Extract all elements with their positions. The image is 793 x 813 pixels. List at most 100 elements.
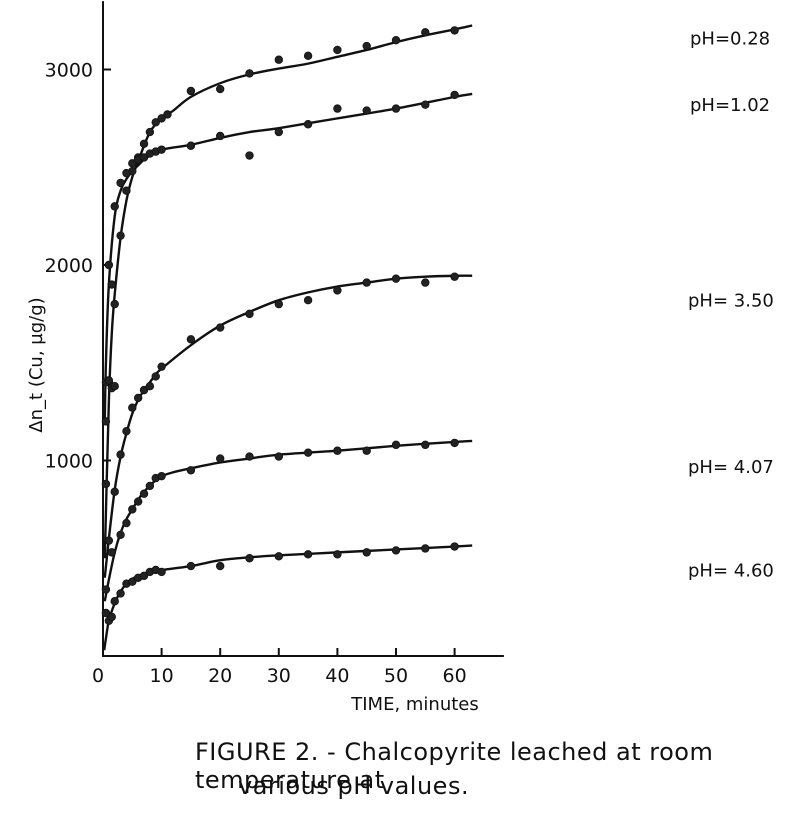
data-point <box>107 548 116 557</box>
data-point <box>303 120 313 129</box>
data-point <box>186 335 196 344</box>
y-tick-label: 1000 <box>45 451 93 473</box>
x-axis-label: TIME, minutes <box>350 694 479 715</box>
data-point <box>362 106 371 115</box>
data-point <box>333 45 342 55</box>
series-label: pH= 4.07 <box>688 457 774 478</box>
x-tick-label: 0 <box>92 665 104 687</box>
series-curve <box>103 274 473 578</box>
data-point <box>157 567 166 577</box>
data-point <box>391 274 401 283</box>
data-point <box>110 299 119 309</box>
data-point <box>362 446 371 455</box>
data-point <box>274 552 283 561</box>
data-point <box>145 127 155 137</box>
data-point <box>110 487 119 496</box>
data-point <box>421 440 430 450</box>
data-point <box>122 186 131 195</box>
data-point <box>157 362 166 371</box>
data-point <box>128 505 137 514</box>
data-point <box>116 231 125 240</box>
data-point <box>151 372 160 381</box>
figure-caption-line-1: FIGURE 2. - Chalcopyrite leached at room… <box>195 738 714 794</box>
data-point <box>116 589 125 598</box>
data-point <box>333 104 342 113</box>
data-point <box>101 585 111 594</box>
data-point <box>101 479 111 489</box>
data-point <box>116 530 125 539</box>
data-point <box>133 497 143 506</box>
data-point <box>421 100 430 109</box>
series-label: pH=1.02 <box>690 95 770 116</box>
data-point <box>274 55 283 64</box>
data-point <box>245 151 254 160</box>
data-point <box>450 438 459 448</box>
data-point <box>101 417 111 426</box>
data-point <box>391 440 401 450</box>
data-point <box>107 280 116 289</box>
x-tick-label: 20 <box>208 665 232 687</box>
data-point <box>110 202 119 211</box>
x-tick-label: 60 <box>443 665 467 687</box>
data-point <box>110 597 119 606</box>
data-point <box>186 141 196 150</box>
data-point <box>421 278 430 287</box>
x-tick-label: 30 <box>267 665 291 687</box>
data-point <box>303 295 313 305</box>
data-point <box>128 159 137 168</box>
x-tick-label: 40 <box>325 665 349 687</box>
series-curve <box>102 544 473 651</box>
series-curve <box>103 92 473 422</box>
data-point <box>122 518 131 528</box>
data-point <box>104 536 114 545</box>
series-curve <box>103 439 473 602</box>
data-point <box>110 382 119 391</box>
x-tick-label: 10 <box>150 665 174 687</box>
series-label: pH= 4.60 <box>688 561 774 582</box>
data-point <box>128 403 137 412</box>
data-point <box>107 612 116 622</box>
data-point <box>274 299 283 309</box>
data-point <box>450 26 459 35</box>
data-point <box>122 426 131 436</box>
series-label: pH= 3.50 <box>688 291 774 312</box>
data-point <box>245 309 254 319</box>
data-point <box>391 104 401 113</box>
data-point <box>421 544 430 553</box>
data-point <box>333 550 342 559</box>
data-point <box>151 118 160 127</box>
data-point <box>122 168 131 178</box>
tick-labels: 0 10 20 30 40 50 60 1000 2000 3000 <box>45 60 467 688</box>
data-point <box>303 448 313 457</box>
data-point <box>157 471 166 481</box>
data-point <box>139 385 149 395</box>
series-labels: pH=0.28 pH=1.02 pH= 3.50 pH= 4.07 pH= 4.60 <box>688 28 774 581</box>
chart-canvas: 0 10 20 30 40 50 60 1000 2000 3000 pH=0.28 pH=1.02… <box>26 1 774 715</box>
axis-lines <box>102 1 504 657</box>
data-point <box>116 178 125 188</box>
data-point <box>139 139 149 148</box>
data-point <box>362 278 371 287</box>
data-point <box>421 28 430 37</box>
data-point <box>139 489 149 498</box>
data-point <box>215 84 225 94</box>
data-point <box>362 548 371 557</box>
data-point <box>139 153 149 162</box>
data-point <box>139 571 149 581</box>
figure-caption-line-2: various pH values. <box>238 772 470 800</box>
data-point <box>333 446 342 455</box>
data-point <box>362 41 371 51</box>
data-point <box>274 452 283 461</box>
data-point <box>163 110 172 119</box>
data-point <box>215 323 225 332</box>
series-label: pH=0.28 <box>690 28 770 49</box>
data-point <box>186 466 196 475</box>
data-point <box>391 35 401 45</box>
data-point <box>333 286 342 295</box>
data-points <box>101 26 459 626</box>
data-point <box>104 376 114 385</box>
data-point <box>215 131 225 141</box>
y-tick-label: 3000 <box>45 60 93 82</box>
data-point <box>245 69 254 78</box>
data-point <box>186 561 196 571</box>
